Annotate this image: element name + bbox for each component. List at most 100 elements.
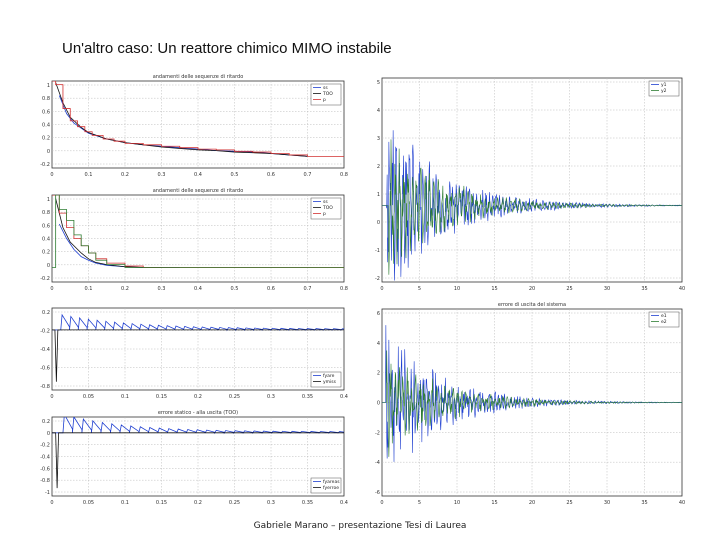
x-tick-label: 30 [604, 286, 610, 292]
legend-label: ss [323, 200, 328, 205]
legend-label: e2 [661, 319, 667, 325]
legend-label: y2 [661, 88, 667, 94]
series-line [52, 81, 344, 157]
x-tick-label: 5 [418, 286, 421, 292]
y-tick-label: 0 [47, 149, 50, 155]
x-tick-label: 0.6 [267, 286, 275, 292]
series-line [52, 432, 344, 489]
x-tick-label: 20 [529, 286, 535, 292]
legend-label: y1 [661, 82, 667, 88]
y-tick-label: -2 [375, 276, 380, 282]
x-tick-label: 10 [454, 286, 460, 292]
x-tick-label: 0.2 [121, 172, 129, 178]
x-tick-label: 0.8 [340, 172, 348, 178]
x-tick-label: 0.6 [267, 172, 275, 178]
y-tick-label: 0.8 [42, 96, 50, 102]
y-tick-label: -0.8 [40, 478, 50, 484]
y-tick-label: -0.2 [40, 443, 50, 449]
y-tick-label: 0.2 [42, 250, 50, 256]
y-tick-label: 0 [377, 220, 380, 226]
slide-title: Un'altro caso: Un reattore chimico MIMO … [62, 40, 392, 57]
x-tick-label: 0.8 [340, 286, 348, 292]
y-tick-label: -1 [375, 248, 380, 254]
y-tick-label: -0.4 [40, 347, 50, 353]
x-tick-label: 0.35 [302, 394, 313, 400]
x-tick-label: 0.2 [121, 286, 129, 292]
x-tick-label: 5 [418, 500, 421, 506]
x-tick-label: 30 [604, 500, 610, 506]
chart-svg: 0 0.1 0.2 0.3 0.4 0.5 0.6 0.7 0.810.80.60.40.20-… [40, 74, 348, 178]
chart-title: errore di uscita del sistema [498, 302, 566, 308]
x-tick-label: 0.1 [121, 500, 129, 506]
chart-bottom-left-2: 0 0.05 0.1 0.15 0.2 0.25 0.3 0.35 0.4 0.2 0 -0.2 -0.… [38, 408, 350, 508]
slide-footer: Gabriele Marano – presentazione Tesi di … [253, 521, 467, 531]
y-tick-label: 0 [47, 263, 50, 269]
x-tick-label: 0.1 [85, 286, 93, 292]
legend-label: ymiss [323, 379, 337, 385]
y-tick-label: -6 [375, 490, 380, 496]
y-tick-label: 6 [377, 311, 380, 317]
y-tick-label: 0 [47, 431, 50, 437]
chart-svg: 0 0.05 0.1 0.15 0.2 0.25 0.3 0.35 0.4 0.2 0 -0.2 -0.… [40, 410, 348, 506]
legend-label: fyerroe [323, 485, 339, 491]
chart-right-bottom: 0 5 10 15 20 25 30 35 40 6 4 2 0 -2 -4 -6 errore di usci… [368, 300, 688, 508]
x-tick-label: 0.2 [194, 394, 202, 400]
x-tick-label: 0.1 [85, 172, 93, 178]
y-tick-label: 0.4 [42, 237, 50, 243]
y-tick-label: 4 [377, 108, 380, 114]
y-tick-label: -0.8 [40, 384, 50, 390]
y-tick-label: 0.2 [42, 310, 50, 316]
x-tick-label: 0.3 [267, 500, 275, 506]
chart-title: andamenti delle sequenze di ritardo [153, 188, 244, 194]
x-tick-label: 0 [50, 286, 53, 292]
y-tick-label: -4 [375, 460, 380, 466]
y-tick-label: -0.6 [40, 366, 50, 372]
y-tick-label: 0.6 [42, 109, 50, 115]
series-line [52, 313, 344, 332]
x-tick-label: 0.05 [83, 394, 94, 400]
legend-label: e1 [661, 313, 667, 319]
x-tick-label: 0.1 [121, 394, 129, 400]
x-tick-label: 0 [380, 500, 383, 506]
y-tick-label: 2 [377, 164, 380, 170]
chart-top-left-1: 0 0.1 0.2 0.3 0.4 0.5 0.6 0.7 0.8 1 0.8 0.6 0.4 0.2 0-… [38, 72, 350, 180]
x-tick-label: 40 [679, 286, 685, 292]
y-tick-label: -0.6 [40, 466, 50, 472]
x-tick-label: 0 [50, 500, 53, 506]
x-tick-label: 0.15 [156, 500, 167, 506]
x-tick-label: 0.15 [156, 394, 167, 400]
y-tick-label: 0.8 [42, 210, 50, 216]
x-tick-label: 25 [566, 500, 572, 506]
chart-top-left-2: 0 0.1 0.2 0.3 0.4 0.5 0.6 0.7 0.8 1 0.8 0.6 0.4 0.2 0-… [38, 186, 350, 294]
y-tick-label: -0.2 [40, 329, 50, 335]
legend-label: ss [323, 86, 328, 91]
y-tick-label: -2 [375, 430, 380, 436]
x-tick-label: 0.7 [304, 286, 312, 292]
y-tick-label: -1 [45, 490, 50, 496]
x-tick-label: 0 [50, 172, 53, 178]
x-tick-label: 0.4 [194, 286, 202, 292]
x-tick-label: 0.4 [340, 394, 348, 400]
y-tick-label: -0.4 [40, 455, 50, 461]
x-tick-label: 0.25 [229, 394, 240, 400]
y-tick-label: 0.6 [42, 223, 50, 229]
series-line [382, 350, 682, 457]
y-tick-label: 0 [377, 401, 380, 407]
chart-title: errore statico - alla uscita (TOO) [158, 410, 238, 416]
x-tick-label: 0.5 [231, 286, 239, 292]
y-tick-label: 4 [377, 341, 380, 347]
x-tick-label: 0.2 [194, 500, 202, 506]
x-tick-label: 0.25 [229, 500, 240, 506]
series-line [52, 329, 344, 382]
y-tick-label: 1 [47, 83, 50, 89]
legend-label: fyareas [323, 479, 340, 485]
chart-bottom-left-1: 0 0.05 0.1 0.15 0.2 0.25 0.3 0.35 0.4 0.2 -0.2 -0.4… [38, 302, 350, 402]
x-tick-label: 0.4 [340, 500, 348, 506]
legend-label: TOO [322, 91, 333, 97]
legend-label: fyare [323, 373, 335, 379]
x-tick-label: 0 [380, 286, 383, 292]
legend-label: p [323, 98, 326, 103]
x-tick-label: 0 [50, 394, 53, 400]
